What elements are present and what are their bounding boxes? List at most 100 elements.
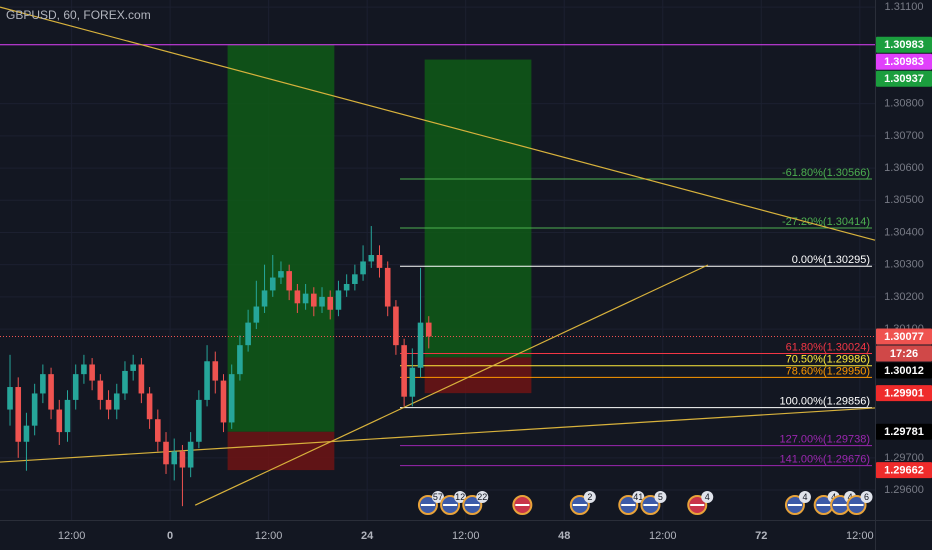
candle-body <box>228 374 235 423</box>
fib-label: 0.00%(1.30295) <box>792 254 870 266</box>
candle-body <box>81 364 87 375</box>
chart-title: GBPUSD, 60, FOREX.com <box>6 8 151 22</box>
candle-body <box>409 367 416 397</box>
x-tick-label: 12:00 <box>58 530 86 542</box>
candle-body <box>269 277 276 291</box>
price-badge <box>876 36 932 53</box>
candle-body <box>204 361 210 400</box>
candle-body <box>40 374 46 394</box>
candle-body <box>360 261 366 275</box>
price-badge <box>876 345 932 362</box>
candle-body <box>253 306 260 323</box>
event-count-bg <box>701 491 714 503</box>
candle-body <box>302 293 309 304</box>
candle-body <box>89 364 95 381</box>
candle-body <box>122 370 128 394</box>
candle-body <box>376 255 383 268</box>
x-tick-label: 24 <box>361 530 374 542</box>
event-count: 2 <box>587 492 592 502</box>
candle-body <box>138 364 145 394</box>
y-tick-label: 1.29600 <box>884 484 924 496</box>
event-count: 57 <box>433 492 443 502</box>
candle-body <box>146 393 153 420</box>
event-count: 4 <box>848 492 853 502</box>
price-badge-label: 1.30012 <box>884 365 924 377</box>
candle-body <box>417 322 424 368</box>
price-badge-label: 1.30983 <box>884 56 924 68</box>
candle-body <box>97 380 104 400</box>
fib-label: 127.00%(1.29738) <box>779 434 870 446</box>
fib-label: -61.80%(1.30566) <box>782 167 870 179</box>
x-tick-label: 48 <box>558 530 570 542</box>
candle-body <box>220 380 227 423</box>
x-tick-label: 12:00 <box>255 530 283 542</box>
event-count-bg <box>583 491 596 503</box>
y-tick-label: 1.29700 <box>884 452 924 464</box>
candle-body <box>15 387 22 442</box>
candle-body <box>278 271 284 278</box>
candle-body <box>335 290 342 310</box>
x-tick-label: 12:00 <box>649 530 677 542</box>
drawings: -61.80%(1.30566) -27.20%(1.30414) 0.00%(1.… <box>0 6 876 506</box>
price-badge <box>876 423 932 440</box>
event-count: 12 <box>455 492 465 502</box>
price-badge-label: 17:26 <box>890 348 918 360</box>
event-count-bg <box>454 491 467 503</box>
axes: 1.31100 1.30800 1.30700 1.30600 1.30500 1.304… <box>58 1 932 542</box>
y-tick-label: 1.30600 <box>884 162 924 174</box>
y-tick-label: 1.30700 <box>884 130 924 142</box>
event-count: 41 <box>633 492 643 502</box>
candle-body <box>261 290 268 307</box>
event-count-bg <box>798 491 811 503</box>
candle-body <box>187 441 194 468</box>
candle-body <box>23 425 30 442</box>
profit-zone <box>424 59 532 358</box>
event-count: 22 <box>477 492 487 502</box>
candle-body <box>425 322 432 337</box>
price-badge-label: 1.29901 <box>884 388 924 400</box>
candle-body <box>105 399 112 410</box>
candle-body <box>352 274 358 284</box>
price-badge-label: 1.29781 <box>884 426 924 438</box>
loss-zone <box>424 357 532 394</box>
candle-body <box>196 399 202 442</box>
event-count: 5 <box>658 492 663 502</box>
price-badge-label: 1.30937 <box>884 73 924 85</box>
candle-body <box>343 283 350 291</box>
candle-body <box>237 345 243 375</box>
event-count: 4 <box>831 492 836 502</box>
candle-body <box>393 306 399 346</box>
candle-body <box>56 409 63 433</box>
candle-body <box>401 345 407 397</box>
profit-zone <box>227 44 335 432</box>
fib-label: -27.20%(1.30414) <box>782 216 870 228</box>
candle-body <box>212 361 219 381</box>
price-badge-label: 1.29662 <box>884 464 924 476</box>
price-badge-label: 1.30983 <box>884 39 924 51</box>
candle-body <box>245 322 251 346</box>
price-badge <box>876 462 932 479</box>
candle-body <box>327 296 334 310</box>
event-count-bg <box>476 491 489 503</box>
fib-label: 70.50%(1.29986) <box>786 354 870 366</box>
loss-zone <box>227 431 335 471</box>
price-badge-label: 1.30077 <box>884 331 924 343</box>
y-tick-label: 1.30200 <box>884 291 924 303</box>
candle-body <box>179 451 186 468</box>
y-tick-label: 1.31100 <box>885 1 924 13</box>
event-count: 4 <box>802 492 807 502</box>
candle-body <box>48 374 54 410</box>
candle-body <box>286 271 292 291</box>
event-count-bg <box>654 491 667 503</box>
candle-body <box>163 441 169 465</box>
price-badge <box>876 385 932 402</box>
candle-body <box>31 393 38 426</box>
x-tick-label: 12:00 <box>846 530 874 542</box>
y-tick-label: 1.30400 <box>884 226 924 238</box>
y-tick-label: 1.30500 <box>884 194 924 206</box>
candle-body <box>294 290 301 304</box>
fib-label: 100.00%(1.29856) <box>779 396 870 408</box>
fib-label: 78.60%(1.29950) <box>786 365 870 377</box>
